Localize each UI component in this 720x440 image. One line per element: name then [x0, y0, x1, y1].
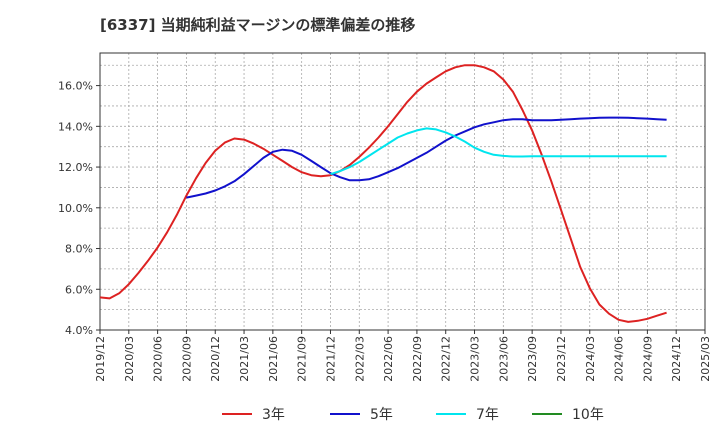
x-tick-label: 2020/09 [180, 336, 193, 382]
legend-label: 3年 [262, 407, 285, 423]
x-tick-label: 2020/03 [123, 336, 136, 382]
x-tick-label: 2023/12 [555, 336, 568, 382]
x-tick-label: 2024/09 [641, 336, 654, 382]
plot-area [100, 53, 705, 330]
y-tick-label: 8.0% [65, 243, 93, 256]
legend-label: 5年 [370, 407, 393, 423]
legend-label: 7年 [476, 407, 499, 423]
chart-title: [6337] 当期純利益マージンの標準偏差の推移 [100, 16, 416, 34]
x-tick-label: 2022/12 [440, 336, 453, 382]
series-line-7年 [330, 127, 667, 176]
x-tick-label: 2025/03 [699, 336, 712, 382]
x-tick-label: 2021/09 [296, 336, 309, 382]
x-tick-label: 2022/06 [382, 336, 395, 382]
x-tick-label: 2020/06 [152, 336, 165, 382]
x-tick-label: 2023/03 [469, 336, 482, 382]
y-tick-label: 6.0% [65, 283, 93, 296]
y-tick-label: 4.0% [65, 324, 93, 337]
x-tick-label: 2024/06 [613, 336, 626, 382]
y-tick-label: 16.0% [58, 80, 93, 93]
x-tick-label: 2024/03 [584, 336, 597, 382]
x-tick-label: 2021/06 [267, 336, 280, 382]
x-tick-label: 2023/09 [526, 336, 539, 382]
y-tick-label: 14.0% [58, 120, 93, 133]
y-tick-label: 12.0% [58, 161, 93, 174]
series-line-3年 [99, 64, 667, 323]
x-tick-label: 2021/03 [238, 336, 251, 382]
legend-label: 10年 [572, 407, 604, 423]
series-line-5年 [186, 116, 667, 199]
x-tick-label: 2021/12 [324, 336, 337, 382]
x-tick-label: 2024/12 [670, 336, 683, 382]
x-tick-label: 2019/12 [94, 336, 107, 382]
plot-frame [99, 52, 706, 331]
x-tick-label: 2022/03 [353, 336, 366, 382]
x-tick-label: 2020/12 [209, 336, 222, 382]
x-tick-label: 2023/06 [497, 336, 510, 382]
y-tick-label: 10.0% [58, 202, 93, 215]
x-tick-label: 2022/09 [411, 336, 424, 382]
